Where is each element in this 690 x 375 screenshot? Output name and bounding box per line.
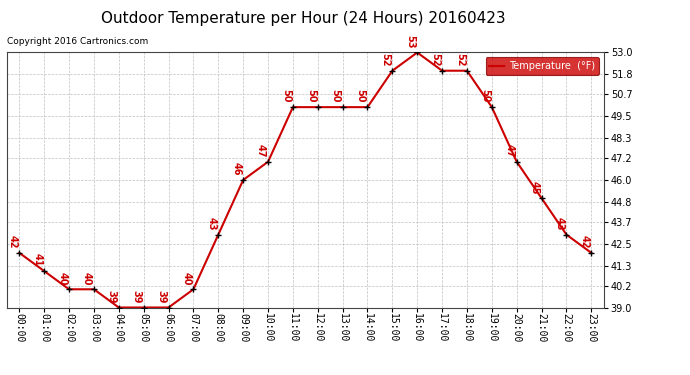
Text: 43: 43 — [555, 217, 564, 231]
Text: 39: 39 — [157, 290, 166, 303]
Text: 46: 46 — [231, 162, 241, 176]
Text: 40: 40 — [57, 272, 67, 285]
Text: 39: 39 — [132, 290, 141, 303]
Text: 50: 50 — [480, 90, 490, 103]
Text: 50: 50 — [355, 90, 366, 103]
Text: 50: 50 — [281, 90, 291, 103]
Text: 50: 50 — [331, 90, 341, 103]
Text: 42: 42 — [8, 235, 17, 249]
Text: 52: 52 — [455, 53, 465, 66]
Text: 47: 47 — [505, 144, 515, 158]
Text: Copyright 2016 Cartronics.com: Copyright 2016 Cartronics.com — [7, 38, 148, 46]
Text: 50: 50 — [306, 90, 316, 103]
Text: 47: 47 — [256, 144, 266, 158]
Text: 45: 45 — [530, 180, 540, 194]
Text: 40: 40 — [181, 272, 191, 285]
Text: 42: 42 — [580, 235, 589, 249]
Text: 52: 52 — [380, 53, 391, 66]
Text: 43: 43 — [206, 217, 217, 231]
Text: 39: 39 — [107, 290, 117, 303]
Text: 53: 53 — [405, 35, 415, 48]
Text: 41: 41 — [32, 254, 42, 267]
Legend: Temperature  (°F): Temperature (°F) — [486, 57, 599, 75]
Text: 52: 52 — [430, 53, 440, 66]
Text: Outdoor Temperature per Hour (24 Hours) 20160423: Outdoor Temperature per Hour (24 Hours) … — [101, 11, 506, 26]
Text: 40: 40 — [82, 272, 92, 285]
